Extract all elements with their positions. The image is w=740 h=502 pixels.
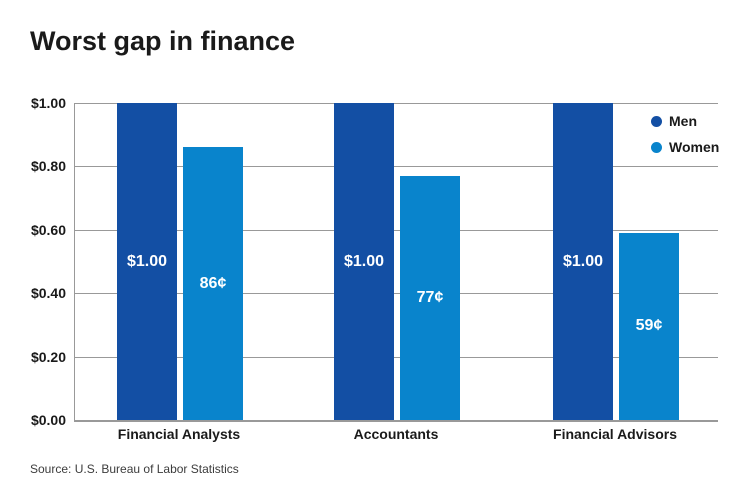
- bar-value-label: $1.00: [562, 252, 604, 270]
- legend: Men Women: [651, 108, 719, 160]
- legend-dot-icon: [651, 115, 662, 127]
- gridline: [75, 166, 718, 168]
- legend-item-men: Men: [651, 108, 719, 134]
- gridline: [75, 293, 718, 295]
- legend-dot-icon: [651, 141, 662, 153]
- gridline: [75, 103, 718, 104]
- y-axis-tick-label: $1.00: [30, 95, 66, 111]
- y-axis-tick-label: $0.00: [30, 412, 66, 428]
- gridline: [75, 356, 718, 358]
- y-axis-tick-label: $0.60: [30, 221, 66, 238]
- chart-title: Worst gap in finance: [30, 26, 296, 56]
- legend-label: Women: [669, 139, 720, 155]
- bar-value-label: $1.00: [343, 252, 385, 270]
- bar-men: $1.00: [553, 103, 613, 420]
- legend-item-women: Women: [651, 134, 719, 160]
- x-axis-category-label: Accountants: [353, 426, 439, 442]
- y-axis-tick-label: $0.80: [30, 158, 66, 175]
- bar-value-label: $1.00: [126, 252, 168, 270]
- gridline: [75, 229, 718, 231]
- bar-women: 77¢: [400, 175, 460, 420]
- source-note: Source: U.S. Bureau of Labor Statistics: [30, 462, 239, 476]
- legend-label: Men: [669, 113, 697, 129]
- bar-women: 59¢: [619, 232, 679, 420]
- bar-men: $1.00: [334, 103, 394, 420]
- bar-men: $1.00: [117, 103, 177, 420]
- bar-value-label: 59¢: [635, 317, 663, 335]
- y-axis-tick-label: $0.20: [30, 348, 66, 365]
- y-axis-tick-label: $0.40: [30, 285, 66, 302]
- x-axis-category-label: Financial Analysts: [117, 426, 241, 442]
- bar-women: 86¢: [183, 147, 243, 420]
- plot-area: $1.00 86¢ $1.00 77¢ $1.00 59¢ Men Women: [74, 103, 719, 422]
- bar-value-label: 86¢: [199, 274, 227, 292]
- x-axis-category-label: Financial Advisors: [553, 426, 677, 442]
- bar-value-label: 77¢: [416, 288, 444, 306]
